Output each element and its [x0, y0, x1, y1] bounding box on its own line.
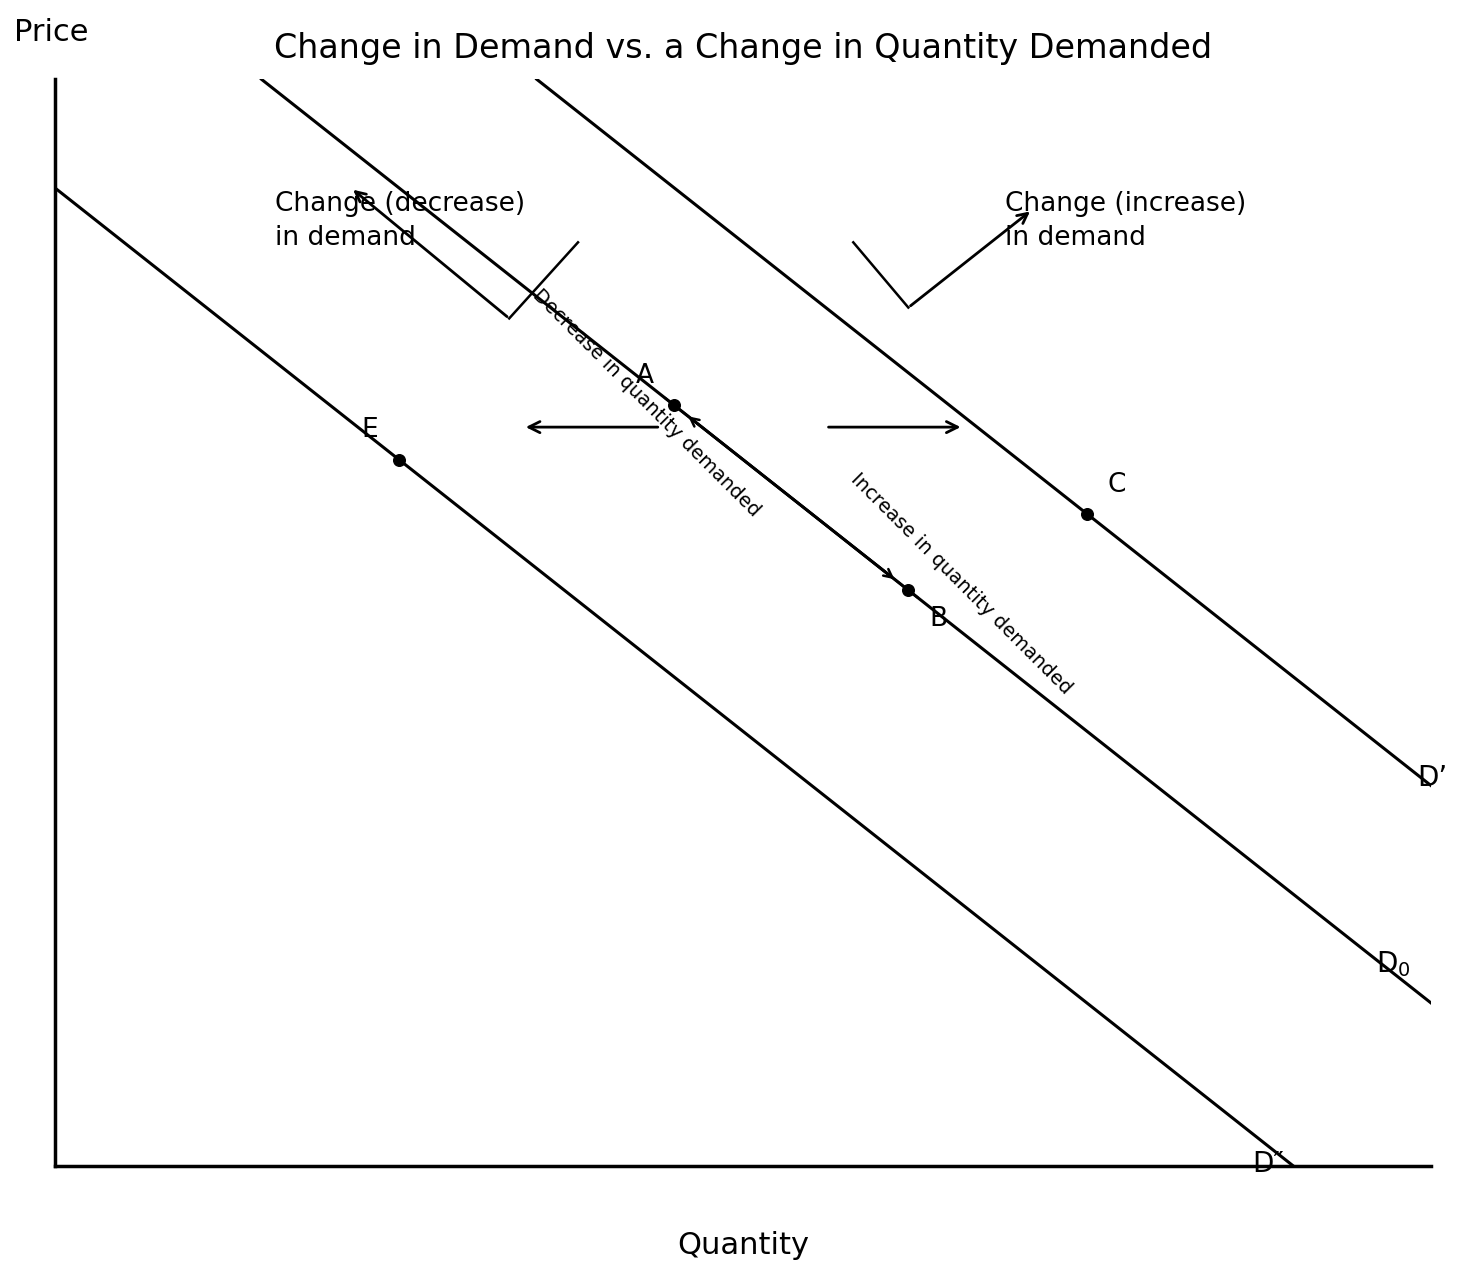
Text: E: E	[362, 417, 378, 444]
Point	[1075, 504, 1099, 524]
Text: D″: D″	[1252, 1150, 1284, 1178]
Point	[896, 580, 919, 601]
Text: D’: D’	[1418, 764, 1447, 792]
Point	[662, 395, 685, 416]
Text: D$_0$: D$_0$	[1377, 949, 1411, 979]
Text: C: C	[1108, 472, 1127, 497]
Title: Change in Demand vs. a Change in Quantity Demanded: Change in Demand vs. a Change in Quantit…	[274, 32, 1212, 65]
Text: A: A	[635, 363, 653, 389]
Text: Change (increase)
in demand: Change (increase) in demand	[1005, 190, 1246, 251]
Text: Increase in quantity demanded: Increase in quantity demanded	[847, 469, 1075, 697]
Point	[387, 450, 410, 470]
Text: Change (decrease)
in demand: Change (decrease) in demand	[275, 190, 525, 251]
Text: Decrease in quantity demanded: Decrease in quantity demanded	[530, 286, 763, 520]
X-axis label: Quantity: Quantity	[677, 1232, 809, 1261]
Text: Price: Price	[13, 18, 88, 47]
Text: B: B	[930, 607, 947, 632]
